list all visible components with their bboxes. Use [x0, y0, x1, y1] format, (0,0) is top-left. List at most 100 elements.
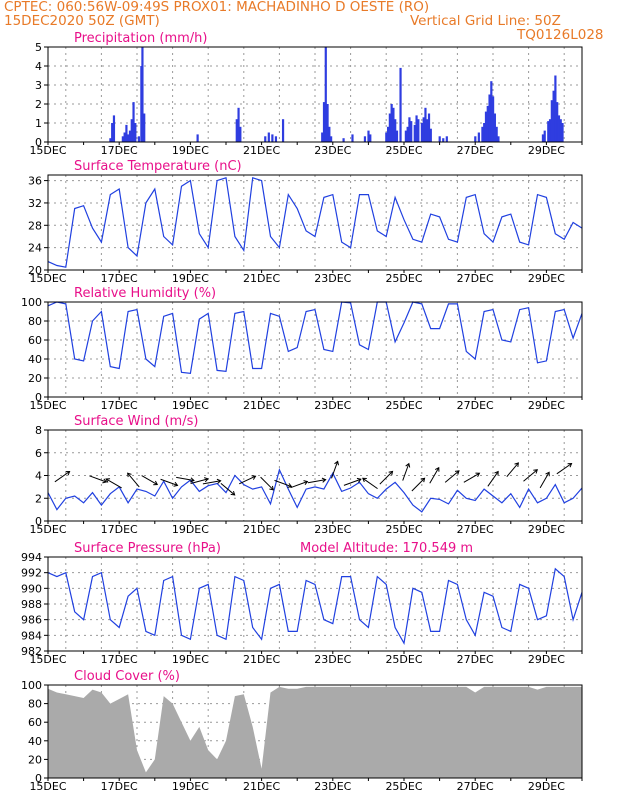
precip-bar: [330, 136, 333, 142]
y-tick-label: 4: [35, 470, 42, 483]
wind-arrow: [307, 477, 327, 484]
wind-arrow-head: [287, 483, 293, 488]
x-tick-label: 25DEC: [385, 272, 422, 285]
panel-frame: [47, 684, 583, 779]
wind-arrow-shaft: [463, 472, 480, 483]
x-tick-label: 17DEC: [101, 780, 138, 793]
x-tick-label: 29DEC: [528, 780, 565, 793]
precip-bar: [486, 105, 489, 142]
precip-bar: [495, 126, 498, 142]
precip-bar: [557, 115, 561, 142]
y-tick-label: 20: [28, 753, 42, 766]
x-tick-label: 27DEC: [457, 653, 494, 666]
wind-arrow-head: [303, 480, 309, 485]
header: CPTEC: 060:56W-09:49S PROX01: MACHADINHO…: [0, 0, 618, 45]
precip-bar: [274, 136, 278, 142]
wind-arrow-shaft: [54, 471, 70, 483]
precip-bar: [554, 75, 557, 142]
x-tick-label: 21DEC: [243, 780, 280, 793]
precip-bar: [477, 132, 480, 142]
y-tick-label: 0: [35, 136, 42, 149]
precip-bar: [543, 130, 546, 142]
y-tick-label: 80: [28, 698, 42, 711]
series-line: [47, 567, 583, 645]
precip-bar: [141, 47, 144, 142]
x-tick-label: 15DEC: [29, 653, 66, 666]
wind-arrow-shaft: [89, 475, 107, 483]
wind-arrow-shaft: [202, 480, 221, 485]
precip-bar: [394, 119, 397, 142]
wind-arrow-shaft: [127, 472, 140, 488]
wind-arrow: [54, 470, 71, 483]
y-tick-label: 36: [28, 175, 42, 188]
wind-arrow-head: [173, 481, 179, 487]
x-tick-label: 27DEC: [457, 272, 494, 285]
precip-bar: [125, 124, 128, 142]
station-info: CPTEC: 060:56W-09:49S PROX01: MACHADINHO…: [4, 0, 430, 15]
panel-title: Cloud Cover (%): [74, 669, 180, 684]
x-tick-label: 27DEC: [457, 399, 494, 412]
panel-6: [44, 684, 583, 781]
x-tick-label: 21DEC: [243, 523, 280, 536]
wind-arrow: [127, 472, 140, 488]
precip-bar: [410, 121, 413, 142]
x-tick-label: 25DEC: [385, 144, 422, 157]
x-tick-label: 17DEC: [101, 144, 138, 157]
wind-arrow-shaft: [402, 463, 410, 481]
x-tick-label: 29DEC: [528, 399, 565, 412]
precip-bar: [547, 121, 550, 142]
precip-bar: [264, 136, 267, 142]
x-tick-label: 19DEC: [172, 653, 209, 666]
precip-bar: [559, 119, 562, 142]
y-tick-label: 982: [21, 645, 42, 658]
x-tick-label: 23DEC: [314, 653, 351, 666]
y-tick-label: 40: [28, 735, 42, 748]
precip-bar: [483, 123, 486, 142]
precip-bar: [484, 111, 488, 142]
precip-bar: [420, 123, 423, 142]
precip-bar: [385, 132, 388, 142]
series-line: [47, 301, 583, 374]
wind-arrow: [141, 475, 159, 486]
precip-bar: [386, 126, 390, 142]
panel-4: [44, 429, 583, 524]
precip-bar: [417, 119, 420, 142]
x-tick-label: 17DEC: [101, 523, 138, 536]
precip-bar: [109, 138, 112, 142]
precip-bar: [351, 134, 354, 142]
x-tick-label: 15DEC: [29, 399, 66, 412]
wind-arrow-head: [153, 480, 159, 486]
y-tick-label: 992: [21, 567, 42, 580]
wind-arrow-head: [454, 470, 460, 475]
precip-bar: [497, 136, 500, 142]
precip-bar: [235, 119, 238, 142]
wind-arrow: [274, 479, 293, 488]
y-tick-label: 100: [21, 679, 42, 692]
precip-bar: [424, 107, 427, 142]
wind-arrow: [290, 480, 309, 489]
y-tick-label: 988: [21, 598, 42, 611]
wind-arrow-shaft: [523, 469, 538, 482]
y-tick-label: 24: [28, 242, 42, 255]
wind-arrow: [523, 469, 538, 482]
wind-arrow-shaft: [290, 481, 308, 489]
wind-arrow-shaft: [105, 478, 122, 489]
wind-arrow-head: [230, 490, 236, 496]
wind-arrow-head: [388, 470, 394, 476]
x-tick-label: 21DEC: [243, 272, 280, 285]
x-tick-label: 19DEC: [172, 399, 209, 412]
cloud-cover-area: [48, 686, 582, 778]
x-tick-label: 17DEC: [101, 399, 138, 412]
wind-arrow-shaft: [260, 476, 274, 491]
wind-arrow: [556, 462, 573, 475]
wind-arrow-head: [475, 472, 481, 478]
precip-bar: [342, 138, 345, 142]
panel-frame: [47, 46, 583, 143]
wind-arrow-head: [356, 477, 362, 483]
y-tick-label: 80: [28, 315, 42, 328]
x-tick-label: 15DEC: [29, 144, 66, 157]
x-tick-label: 27DEC: [457, 144, 494, 157]
precip-bar: [137, 136, 140, 142]
wind-arrow-head: [251, 475, 257, 480]
wind-arrow-shaft: [444, 470, 460, 483]
